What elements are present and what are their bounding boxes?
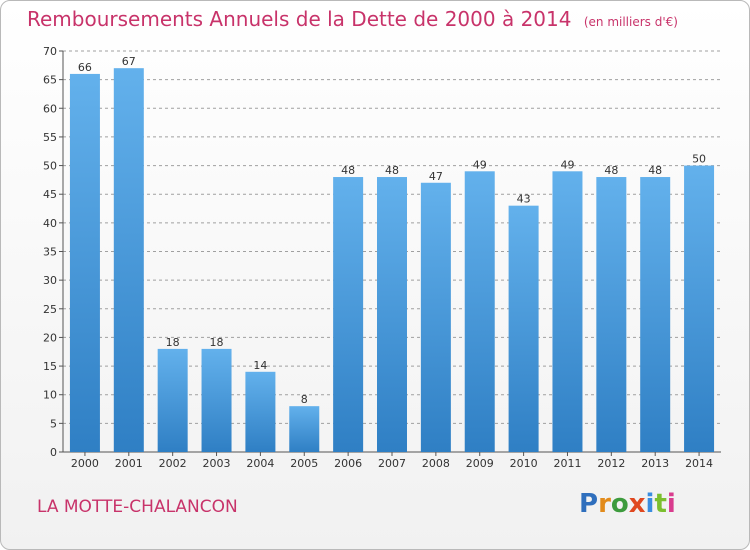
- y-tick-label: 15: [43, 360, 57, 373]
- chart-title: Remboursements Annuels de la Dette de 20…: [27, 7, 678, 31]
- data-label: 47: [429, 170, 443, 183]
- x-tick-label: 2008: [422, 457, 450, 470]
- y-tick-label: 30: [43, 274, 57, 287]
- bar: [552, 171, 583, 453]
- x-tick-label: 2013: [641, 457, 669, 470]
- x-tick-label: 2006: [334, 457, 362, 470]
- data-label: 49: [473, 158, 487, 171]
- x-tick-label: 2002: [159, 457, 187, 470]
- data-label: 18: [210, 336, 224, 349]
- data-label: 8: [301, 393, 308, 406]
- y-tick-label: 25: [43, 303, 57, 316]
- bars: [69, 68, 715, 453]
- y-tick-label: 55: [43, 131, 57, 144]
- x-tick-label: 2004: [246, 457, 274, 470]
- y-tick-label: 20: [43, 331, 57, 344]
- bar: [464, 171, 495, 453]
- y-tick-label: 10: [43, 389, 57, 402]
- chart-title-text: Remboursements Annuels de la Dette de 20…: [27, 7, 572, 31]
- y-tick-label: 5: [50, 417, 57, 430]
- bar: [640, 177, 671, 452]
- x-tick-label: 2007: [378, 457, 406, 470]
- bar: [157, 348, 188, 452]
- y-tick-label: 60: [43, 102, 57, 115]
- bar: [69, 73, 100, 453]
- chart-subtitle: (en milliers d'€): [583, 15, 678, 29]
- data-label: 48: [341, 164, 355, 177]
- y-tick-label: 65: [43, 74, 57, 87]
- city-name: LA MOTTE-CHALANCON: [37, 497, 238, 517]
- bar: [333, 177, 364, 452]
- x-tick-label: 2009: [466, 457, 494, 470]
- y-tick-label: 70: [43, 45, 57, 58]
- data-label: 48: [604, 164, 618, 177]
- x-tick-label: 2010: [510, 457, 538, 470]
- bar: [201, 348, 232, 452]
- x-tick-label: 2000: [71, 457, 99, 470]
- y-tick-label: 40: [43, 217, 57, 230]
- x-tick-label: 2014: [685, 457, 713, 470]
- axes: 0 5 10 15 20 25 30 35 40 45 50 55 60 65 70 2000 2001 2002…: [43, 45, 721, 470]
- bar: [113, 68, 144, 452]
- y-tick-label: 0: [50, 446, 57, 459]
- data-label: 49: [560, 158, 574, 171]
- y-tick-label: 35: [43, 246, 57, 259]
- data-label: 18: [166, 336, 180, 349]
- proxiti-logo: Proxiti: [579, 489, 676, 519]
- bar: [245, 371, 276, 452]
- data-label: 66: [78, 61, 92, 74]
- x-tick-label: 2001: [115, 457, 143, 470]
- data-label: 67: [122, 55, 136, 68]
- x-tick-label: 2005: [290, 457, 318, 470]
- y-tick-label: 45: [43, 188, 57, 201]
- x-tick-label: 2012: [597, 457, 625, 470]
- x-tick-label: 2003: [203, 457, 231, 470]
- bar: [684, 165, 715, 453]
- data-label: 48: [648, 164, 662, 177]
- data-label: 50: [692, 153, 706, 166]
- x-tick-label: 2011: [553, 457, 581, 470]
- data-label: 43: [517, 193, 531, 206]
- data-label: 14: [253, 359, 267, 372]
- bar-chart: 0 5 10 15 20 25 30 35 40 45 50 55 60 65 70 2000 2001 2002…: [43, 45, 721, 470]
- bar: [289, 406, 320, 452]
- bar: [377, 177, 407, 452]
- data-labels: 66 67 18 18 14 8 48 48 47 49 43 49 48 48 50: [78, 55, 706, 406]
- y-tick-label: 50: [43, 160, 57, 173]
- bar: [596, 177, 627, 452]
- data-label: 48: [385, 164, 399, 177]
- bar: [420, 182, 451, 452]
- bar: [508, 205, 539, 452]
